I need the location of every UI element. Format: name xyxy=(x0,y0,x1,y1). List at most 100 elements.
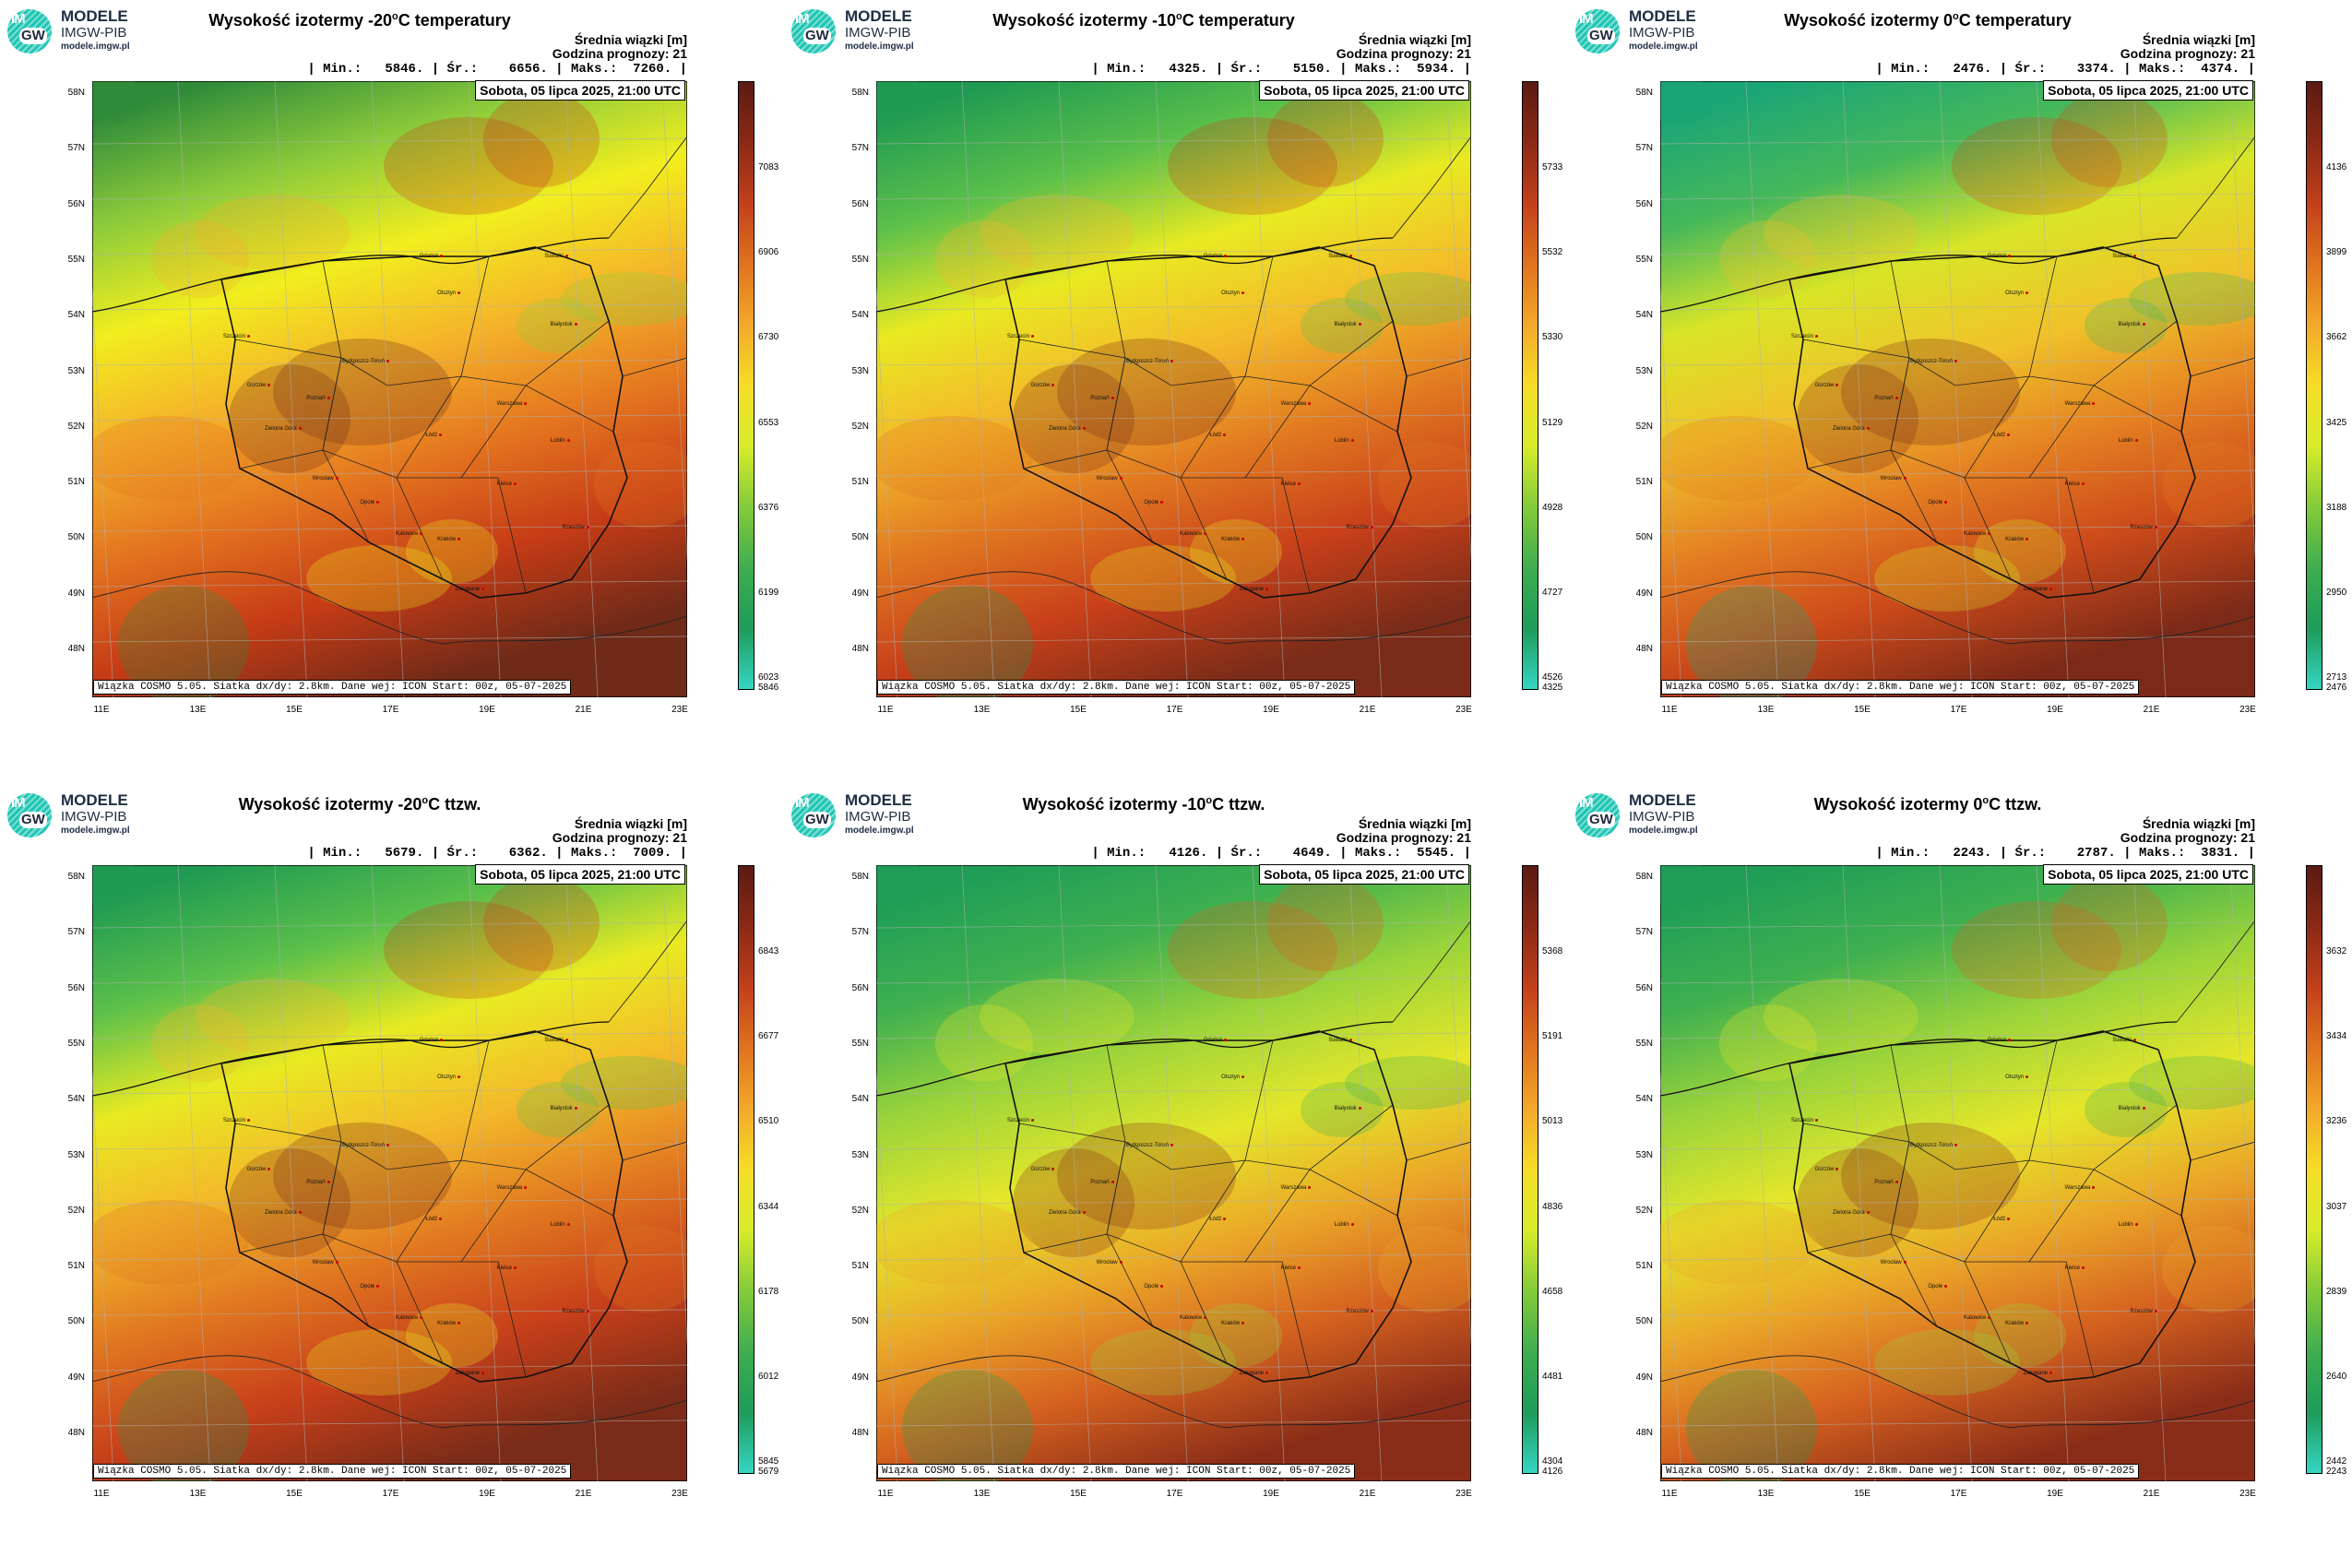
city-marker xyxy=(586,525,589,529)
city-label: Łódź xyxy=(1209,433,1227,438)
chart-title: Wysokość izotermy 0oC temperatury xyxy=(1697,11,2158,30)
colorbar-tick-label: 4836 xyxy=(1542,1201,1563,1212)
city-label: Rzeszów xyxy=(1347,1309,1373,1314)
graticule-line xyxy=(876,414,1471,422)
city-label: Rzeszów xyxy=(563,525,589,530)
graticule-line xyxy=(1155,865,1189,1481)
latitude-label: 57N xyxy=(67,143,85,154)
city-marker xyxy=(2154,1309,2157,1313)
latitude-label: 56N xyxy=(851,198,869,209)
city-label: Rzeszów xyxy=(1347,525,1373,530)
longitude-label: 19E xyxy=(2047,705,2063,715)
field-texture xyxy=(1764,979,1918,1054)
field-texture xyxy=(118,1370,249,1481)
neighbor-border xyxy=(92,136,687,645)
field-texture xyxy=(1378,1226,1471,1313)
field-texture xyxy=(1952,117,2121,215)
city-marker xyxy=(440,255,444,258)
colorbar-tick-label: 2476 xyxy=(2326,683,2347,693)
colorbar-tick-label: 2243 xyxy=(2326,1467,2347,1477)
longitude-label: 15E xyxy=(1854,705,1871,715)
chart-title-suffix: C ttzw. xyxy=(1989,795,2042,814)
colorbar-tick-label: 7083 xyxy=(758,162,779,172)
city-marker xyxy=(1119,476,1123,480)
city-marker xyxy=(1895,1180,1898,1183)
city-label: Gdańsk xyxy=(420,1038,444,1043)
city-label: Kielce xyxy=(497,481,517,487)
graticule-line xyxy=(1660,193,2255,200)
degree-mark: o xyxy=(1952,11,1959,22)
graticule-line xyxy=(1745,81,1779,697)
longitude-label: 13E xyxy=(189,1489,207,1499)
city-label: Zielona Góra xyxy=(265,426,302,432)
coastline xyxy=(92,237,610,313)
field-map xyxy=(92,81,687,697)
city-label: Łódź xyxy=(1993,433,2011,438)
graticule-line xyxy=(92,580,687,588)
city-marker xyxy=(1224,255,1228,258)
stats-line: | Min.: 4325. | Śr.: 5150. | Maks.: 5934… xyxy=(1091,62,1471,77)
city-label: Zakopane xyxy=(455,1371,485,1376)
field-texture xyxy=(1090,545,1236,612)
model-info-box: Wiązka COSMO 5.05. Siatka dx/dy: 2.8km. … xyxy=(877,1464,1356,1479)
stats-line: | Min.: 2243. | Śr.: 2787. | Maks.: 3831… xyxy=(1875,846,2255,861)
colorbar-tick-label: 6376 xyxy=(758,502,779,513)
graticule-line xyxy=(177,81,211,697)
latitude-label: 58N xyxy=(1635,872,1653,882)
field-texture xyxy=(384,117,553,215)
longitude-label: 23E xyxy=(671,705,688,715)
field-texture xyxy=(876,416,1033,501)
latitude-label: 49N xyxy=(1635,1372,1653,1383)
graticule-line xyxy=(876,977,1471,984)
graticule-line xyxy=(564,865,599,1481)
city-label: Gdańsk xyxy=(420,254,444,259)
city-marker xyxy=(1350,1223,1354,1227)
graticule-line xyxy=(661,81,687,564)
valid-time-box: Sobota, 05 lipca 2025, 21:00 UTC xyxy=(2043,80,2253,101)
graticule-line xyxy=(92,469,687,477)
coastline xyxy=(1660,1021,2178,1097)
longitude-label: 11E xyxy=(93,705,110,715)
city-marker xyxy=(1297,482,1301,486)
forecast-hour-label: Godzina prognozy: 21 xyxy=(1336,830,1471,845)
colorbar-tick-label: 2713 xyxy=(2326,672,2347,683)
logo-line-1: MODELE xyxy=(61,791,128,809)
latitude-label: 54N xyxy=(1635,310,1653,321)
latitude-label: 53N xyxy=(1635,1149,1653,1160)
field-texture xyxy=(1660,81,1716,123)
latitude-label: 55N xyxy=(1635,1038,1653,1049)
latitude-label: 51N xyxy=(67,477,85,488)
beam-average-label: Średnia wiązki [m] xyxy=(1358,816,1471,831)
field-texture xyxy=(406,519,498,584)
chart-panel: IM GW MODELE IMGW-PIB modele.imgw.pl Wysokość… xyxy=(1568,784,2352,1568)
graticule-line xyxy=(2036,81,2070,697)
graticule-line xyxy=(876,580,1471,588)
longitude-label: 23E xyxy=(2239,705,2256,715)
city-marker xyxy=(2008,1039,2012,1042)
latitude-label: 50N xyxy=(67,532,85,543)
city-label: Katowice xyxy=(1180,531,1207,537)
region-border xyxy=(1106,1233,1311,1378)
logo-mark-top: IM xyxy=(1579,795,1594,811)
colorbar-tick-label: 3662 xyxy=(2326,332,2347,343)
field-fill xyxy=(876,81,1471,697)
city-label: Warszawa xyxy=(1281,401,1312,407)
graticule-line xyxy=(876,137,1471,145)
city-marker xyxy=(2134,439,2138,443)
region-border xyxy=(1106,1141,1246,1263)
city-marker xyxy=(1204,531,1207,535)
city-marker xyxy=(1241,538,1245,541)
field-texture xyxy=(1660,416,1817,501)
longitude-label: 23E xyxy=(1455,1489,1472,1499)
latitude-label: 57N xyxy=(851,143,869,154)
chart-panel: IM GW MODELE IMGW-PIB modele.imgw.pl Wysokość… xyxy=(784,0,1568,784)
colorbar-tick-label: 3899 xyxy=(2326,247,2347,258)
city-label: Bydgoszcz-Toruń xyxy=(1126,1143,1173,1148)
longitude-label: 11E xyxy=(93,1489,110,1499)
field-map xyxy=(876,865,1471,1481)
colorbar-tick-label: 2442 xyxy=(2326,1456,2347,1467)
field-texture xyxy=(561,272,687,326)
graticule-line xyxy=(1939,81,1973,697)
longitude-label: 17E xyxy=(1950,705,1967,715)
region-border xyxy=(1106,357,1246,479)
